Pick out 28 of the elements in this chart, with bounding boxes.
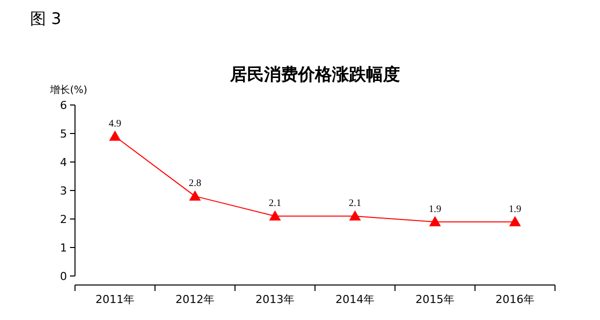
y-tick-label: 3 <box>60 184 67 198</box>
data-label: 2.8 <box>188 178 202 190</box>
y-tick-label: 5 <box>60 128 67 140</box>
x-tick-label: 2015年 <box>416 293 454 306</box>
y-tick-label: 2 <box>60 213 67 226</box>
point <box>349 210 361 221</box>
x-tick-label: 2011年 <box>96 293 134 306</box>
point <box>109 130 121 141</box>
point <box>189 190 201 201</box>
x-tick-label: 2016年 <box>496 293 534 306</box>
chart-title: 居民消费价格涨跌幅度 <box>229 65 400 85</box>
data-label: 1.9 <box>508 204 522 215</box>
data-label: 4.9 <box>108 118 122 130</box>
data-label: 1.9 <box>428 204 442 215</box>
x-tick-label: 2014年 <box>336 293 374 306</box>
x-tick-label: 2013年 <box>256 293 294 306</box>
data-label: 2.1 <box>268 198 282 210</box>
y-tick-label: 4 <box>60 156 67 169</box>
y-tick-label: 6 <box>60 99 67 112</box>
data-label: 2.1 <box>348 198 362 210</box>
y-axis-title: 增长(%) <box>49 84 88 96</box>
y-tick-label: 1 <box>60 242 67 254</box>
caption: 图 3 <box>30 9 62 28</box>
y-tick-label: 0 <box>60 270 67 283</box>
point <box>269 210 281 221</box>
x-tick-label: 2012年 <box>176 293 214 306</box>
point <box>429 216 441 226</box>
point <box>509 216 521 226</box>
